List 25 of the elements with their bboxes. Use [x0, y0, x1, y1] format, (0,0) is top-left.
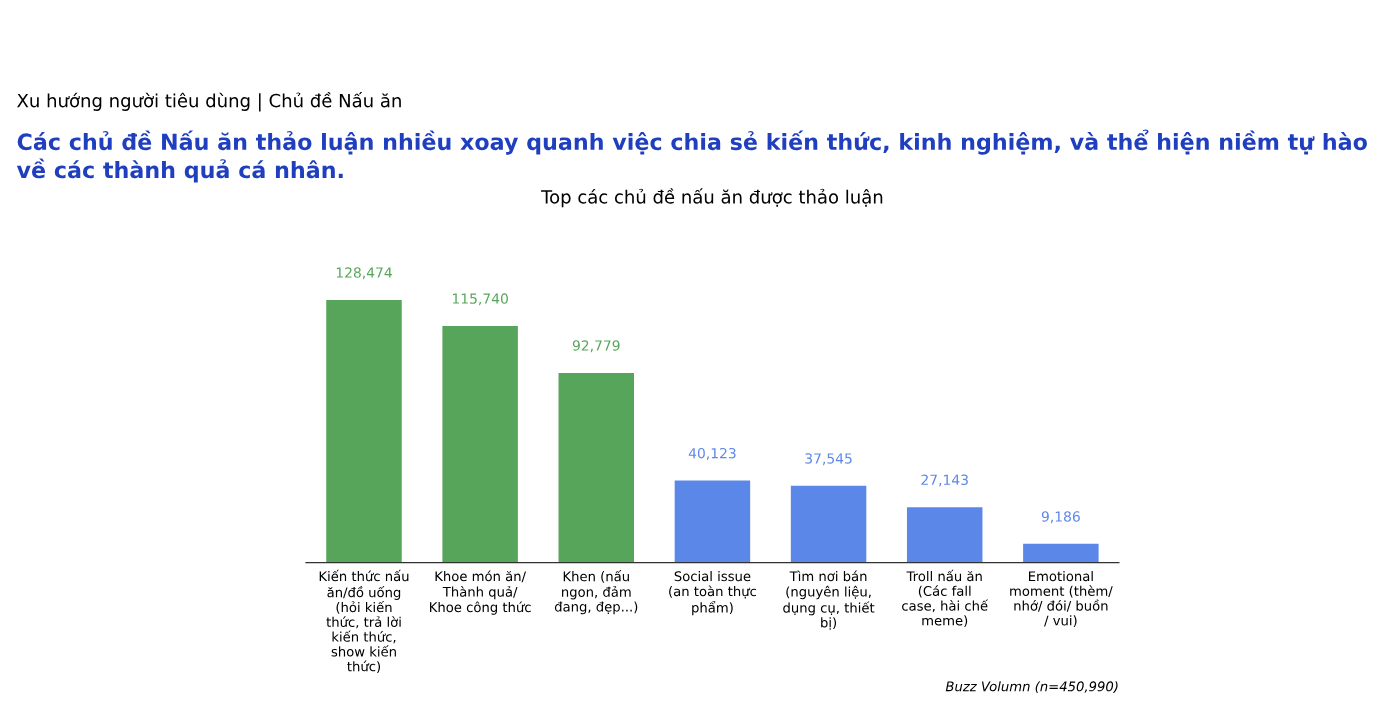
x-tick-label: Emotional moment (thèm/ nhớ/ đói/ buồn / vui) — [1010, 570, 1113, 628]
bar — [442, 325, 518, 563]
data-label: 27,143 — [921, 474, 968, 487]
data-label: 115,740 — [452, 293, 508, 306]
bar — [790, 485, 867, 563]
text: Các chủ đề Nấu ăn thảo luận nhiều xoay quanh việc chia sẻ kiến thức, kinh nghiệm, và thể hiện niềm tự hào về các thành quả cá nhân. — [16, 129, 1367, 183]
data-label: 92,779 — [572, 340, 620, 353]
x-tick-label: Tìm nơi bán (nguyên liệu, dụng cụ, thiết bị) — [783, 570, 875, 630]
text: Xu hướng người tiêu dùng | Chủ đề Nấu ăn — [17, 91, 401, 112]
x-tick-label: Khoe món ăn/ Thành quả/ Khoe công thức — [430, 570, 531, 615]
bar — [674, 480, 751, 563]
bar — [326, 299, 402, 563]
data-label: 40,123 — [688, 447, 736, 460]
x-tick-label: Troll nấu ăn (Các fall case, hài chế meme) — [902, 569, 989, 628]
data-label: 37,545 — [805, 453, 852, 466]
x-tick-label: Social issue (an toàn thực phẩm) — [669, 570, 757, 616]
bar — [558, 372, 635, 563]
x-tick-label: Khen (nấu ngon, đảm đang, đẹp...) — [554, 569, 638, 615]
text: Buzz Volumn (n=450,990) — [945, 681, 1118, 693]
chart-title: Top các chủ đề nấu ăn được thảo luận — [541, 188, 883, 208]
data-label: 9,186 — [1041, 511, 1080, 524]
x-tick-label: Kiến thức nấu ăn/đồ uống (hỏi kiến thức, trả lời kiến thức, show kiến thức) — [319, 569, 409, 673]
bar — [906, 507, 983, 563]
data-label: 128,474 — [336, 267, 392, 280]
bar — [1023, 543, 1099, 563]
